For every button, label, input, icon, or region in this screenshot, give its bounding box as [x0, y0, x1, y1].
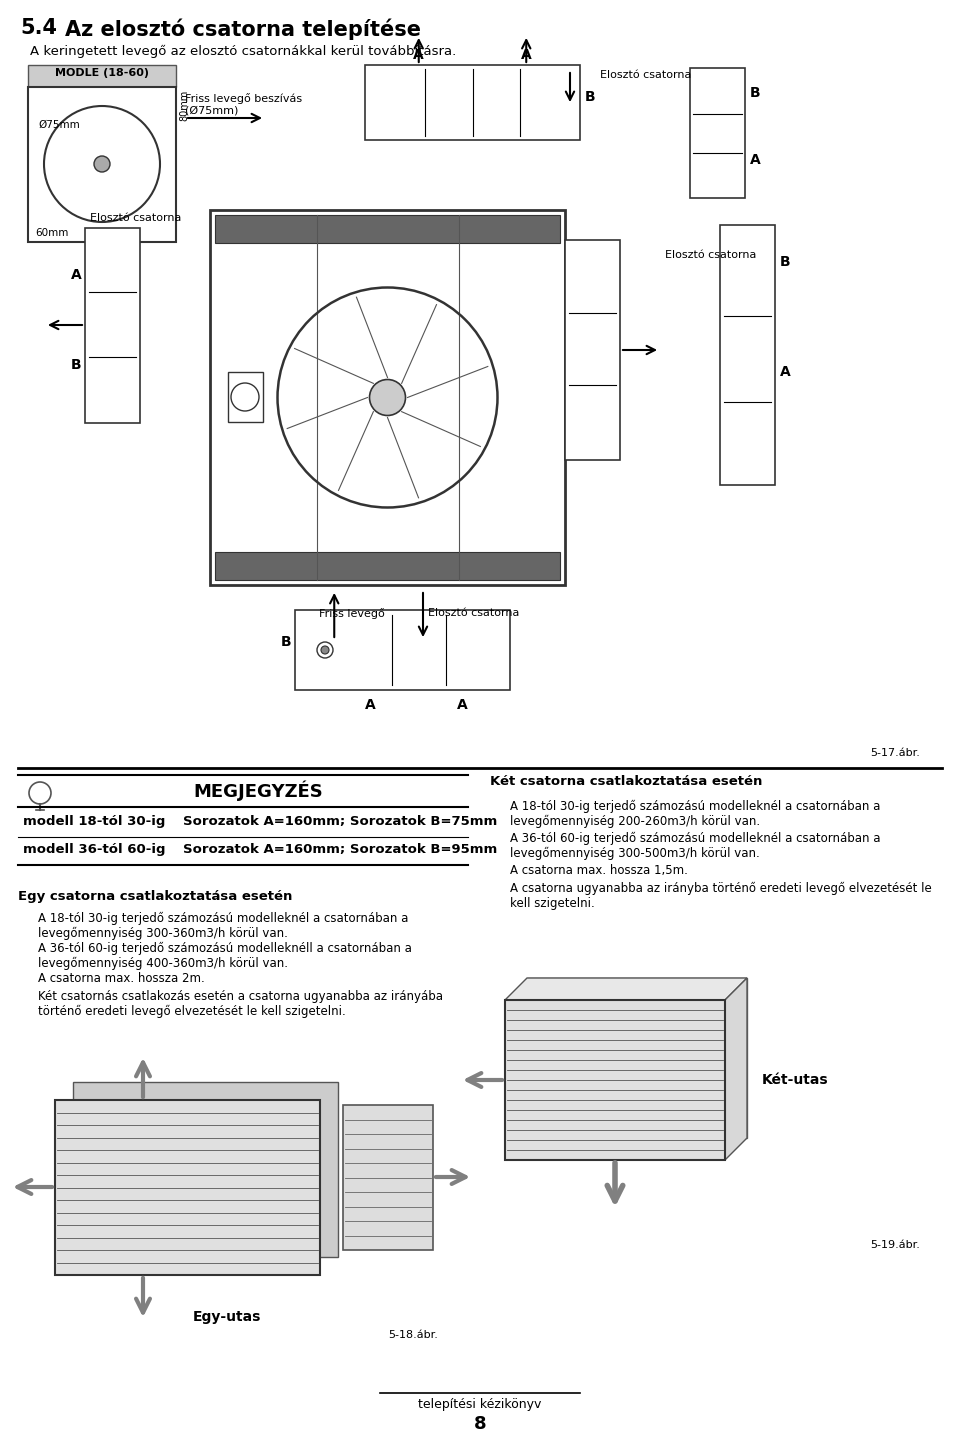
Text: B: B [585, 90, 595, 105]
Bar [365, 64, 580, 140]
Text: Elosztó csatorna: Elosztó csatorna [90, 214, 181, 224]
Text: 5-18.ábr.: 5-18.ábr. [388, 1330, 438, 1340]
Text: Elosztó csatorna: Elosztó csatorna [428, 608, 519, 618]
Text: modell 18-tól 30-ig: modell 18-tól 30-ig [23, 815, 165, 828]
Bar [505, 1000, 725, 1159]
Text: A csatorna ugyanabba az irányba történő eredeti levegő elvezetését le
kell szige: A csatorna ugyanabba az irányba történő … [510, 881, 932, 910]
Text: Elosztó csatorna: Elosztó csatorna [600, 70, 691, 80]
Text: Ø75mm: Ø75mm [38, 120, 80, 130]
Bar [28, 87, 176, 242]
Text: 60mm: 60mm [35, 228, 68, 238]
Text: 5.4: 5.4 [20, 19, 57, 39]
Circle shape [317, 642, 333, 658]
Circle shape [370, 380, 405, 416]
Text: A: A [414, 47, 424, 62]
Text: A: A [780, 365, 791, 378]
Text: 80mm: 80mm [179, 90, 189, 122]
Text: A: A [750, 153, 760, 168]
Bar [343, 1105, 433, 1250]
Text: 5-19.ábr.: 5-19.ábr. [870, 1240, 920, 1250]
Text: A csatorna max. hossza 2m.: A csatorna max. hossza 2m. [38, 972, 204, 984]
Circle shape [94, 156, 110, 172]
Text: B: B [780, 255, 791, 269]
Polygon shape [725, 977, 747, 1159]
Text: A 36-tól 60-ig terjedő számozású modelleknéll a csatornában a
levegőmennyiség 40: A 36-tól 60-ig terjedő számozású modelle… [38, 941, 412, 970]
Circle shape [29, 782, 51, 804]
Bar [215, 215, 560, 244]
Text: MODLE (18-60): MODLE (18-60) [55, 67, 149, 77]
Text: telepítési kézikönyv: telepítési kézikönyv [419, 1399, 541, 1412]
Text: B: B [750, 86, 760, 100]
Text: MEGJEGYZÉS: MEGJEGYZÉS [193, 780, 323, 801]
Text: A csatorna max. hossza 1,5m.: A csatorna max. hossza 1,5m. [510, 864, 688, 877]
Bar [690, 67, 745, 198]
Circle shape [231, 383, 259, 411]
Bar [295, 610, 510, 691]
Bar [228, 373, 263, 421]
Bar [55, 1101, 320, 1275]
Text: A 18-tól 30-ig terjedő számozású modelleknél a csatornában a
levegőmennyiség 200: A 18-tól 30-ig terjedő számozású modelle… [510, 800, 880, 828]
Bar [565, 239, 620, 460]
Text: Elosztó csatorna: Elosztó csatorna [665, 249, 756, 259]
Text: A 18-tól 30-ig terjedő számozású modelleknél a csatornában a
levegőmennyiség 300: A 18-tól 30-ig terjedő számozású modelle… [38, 911, 408, 940]
Text: Sorozatok A=160mm; Sorozatok B=95mm: Sorozatok A=160mm; Sorozatok B=95mm [183, 843, 497, 856]
Bar [85, 228, 140, 423]
Text: 8: 8 [473, 1414, 487, 1433]
Text: A 36-tól 60-ig terjedő számozású modelleknél a csatornában a
levegőmennyiség 300: A 36-tól 60-ig terjedő számozású modelle… [510, 833, 880, 860]
Polygon shape [73, 1082, 338, 1257]
Polygon shape [527, 977, 747, 1138]
Text: Két-utas: Két-utas [762, 1073, 828, 1088]
Text: Egy csatorna csatlakoztatása esetén: Egy csatorna csatlakoztatása esetén [18, 890, 293, 903]
Text: Friss levegő beszívás
(Ø75mm): Friss levegő beszívás (Ø75mm) [185, 93, 302, 116]
Text: A: A [457, 698, 468, 712]
Text: Friss levegő: Friss levegő [320, 608, 385, 619]
Bar [210, 211, 565, 585]
Text: Két csatornás csatlakozás esetén a csatorna ugyanabba az irányába
történő eredet: Két csatornás csatlakozás esetén a csato… [38, 990, 443, 1019]
Text: B: B [71, 358, 82, 373]
Polygon shape [505, 977, 747, 1000]
Text: Sorozatok A=160mm; Sorozatok B=75mm: Sorozatok A=160mm; Sorozatok B=75mm [183, 815, 497, 828]
Text: 5-17.ábr.: 5-17.ábr. [870, 748, 920, 758]
Text: modell 36-tól 60-ig: modell 36-tól 60-ig [23, 843, 165, 856]
Text: A keringetett levegő az elosztó csatornákkal kerül továbbításra.: A keringetett levegő az elosztó csatorná… [30, 44, 456, 59]
Text: Az elosztó csatorna telepítése: Az elosztó csatorna telepítése [65, 19, 421, 40]
Bar [720, 225, 775, 484]
Text: A: A [365, 698, 375, 712]
Bar [28, 64, 176, 87]
Text: Egy-utas: Egy-utas [193, 1310, 261, 1324]
Text: B: B [281, 635, 292, 649]
Text: A: A [71, 268, 82, 282]
Text: Két csatorna csatlakoztatása esetén: Két csatorna csatlakoztatása esetén [490, 775, 762, 788]
Text: A: A [521, 47, 532, 62]
Circle shape [321, 646, 329, 653]
Bar [215, 552, 560, 580]
